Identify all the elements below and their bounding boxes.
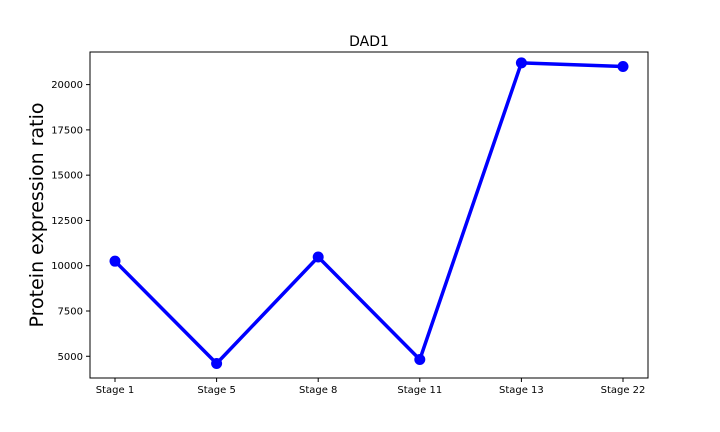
x-tick-label: Stage 13: [499, 385, 544, 396]
data-point: [312, 251, 324, 263]
data-point: [515, 57, 527, 69]
y-tick-label: 10000: [51, 261, 83, 272]
y-tick-label: 20000: [51, 80, 83, 91]
data-point: [211, 358, 223, 370]
plot-area-frame: [89, 51, 649, 379]
y-tick-label: 17500: [51, 125, 83, 136]
y-tick-label: 15000: [51, 171, 83, 182]
series-layer: [109, 57, 629, 370]
x-tick-label: Stage 22: [601, 385, 646, 396]
y-tick-label: 12500: [51, 216, 83, 227]
x-tick-label: Stage 5: [197, 385, 235, 396]
x-tick-label: Stage 8: [299, 385, 337, 396]
y-tick-label: 7500: [58, 306, 83, 317]
y-axis-label: Protein expression ratio: [26, 103, 48, 328]
x-tick-label: Stage 11: [397, 385, 442, 396]
data-point: [617, 60, 629, 72]
x-tick-label: Stage 1: [96, 385, 134, 396]
x-axis-ticks: Stage 1 Stage 5 Stage 8 Stage 11 Stage 13 Sta…: [96, 378, 646, 396]
data-point: [109, 255, 121, 267]
chart-title: DAD1: [349, 34, 389, 50]
y-tick-label: 5000: [58, 352, 83, 363]
data-point: [414, 354, 426, 366]
y-axis-ticks: 5000 7500 10000 12500 15000 17500 20000: [51, 80, 90, 363]
series-line: [113, 61, 625, 366]
